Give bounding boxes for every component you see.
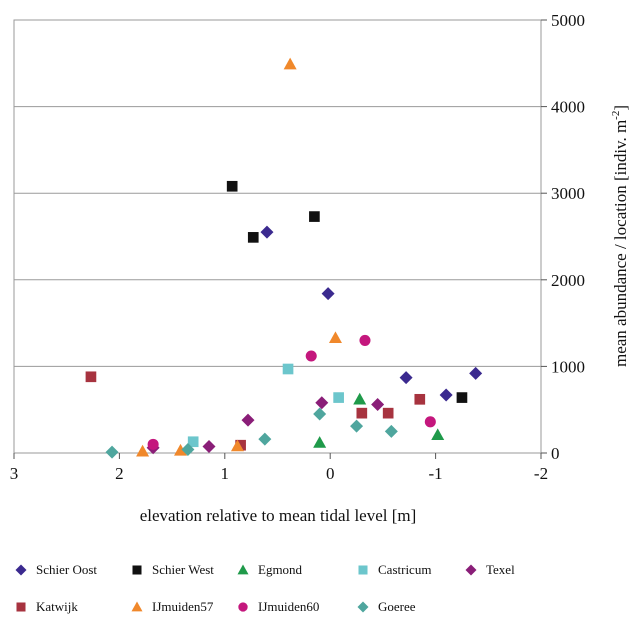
legend-swatch-schier-west [132, 565, 142, 575]
legend-marker-ijmuiden57 [131, 601, 143, 612]
data-point-texel [315, 396, 329, 410]
legend-item-castricum: Castricum [356, 560, 431, 580]
data-point-katwijk [85, 371, 97, 383]
legend-marker-schier-west [132, 565, 142, 575]
legend-item-katwijk: Katwijk [14, 597, 78, 617]
y-tick-label: 5000 [551, 11, 585, 30]
legend-swatch-katwijk [16, 602, 26, 612]
data-point-ijmuiden57 [230, 439, 244, 452]
legend-label: IJmuiden57 [152, 599, 214, 614]
legend-row-1: Schier Oost Schier West Egmond Castricum Tex… [14, 560, 614, 580]
data-point-goeree [181, 443, 195, 457]
legend-label: Goeree [378, 599, 416, 614]
x-tick-label: -1 [429, 464, 443, 483]
y-tick-label: 4000 [551, 98, 585, 117]
data-point-schier-oost [469, 366, 483, 380]
data-point-schier-oost [260, 225, 274, 239]
data-point-texel [202, 440, 216, 454]
x-tick-label: 0 [326, 464, 335, 483]
legend-marker-castricum [358, 565, 368, 575]
x-tick-label: 1 [221, 464, 230, 483]
legend-row-2: Katwijk IJmuiden57 IJmuiden60 Goeree [14, 597, 614, 617]
legend-swatch-castricum [358, 565, 368, 575]
legend-item-goeree: Goeree [356, 597, 416, 617]
legend-marker-goeree [357, 601, 369, 613]
y-tick-label: 3000 [551, 184, 585, 203]
data-point-ijmuiden57 [174, 443, 188, 456]
data-point-ijmuiden57 [136, 444, 150, 457]
data-point-schier-west [456, 392, 468, 403]
data-point-katwijk [382, 407, 394, 419]
legend-item-ijmuiden60: IJmuiden60 [236, 597, 319, 617]
legend-item-texel: Texel [464, 560, 515, 580]
data-point-ijmuiden60 [305, 350, 317, 362]
gridlines [14, 106, 541, 367]
data-point-schier-oost [439, 388, 453, 402]
data-point-ijmuiden60 [359, 334, 371, 346]
data-point-ijmuiden57 [283, 57, 297, 70]
data-point-castricum [187, 436, 199, 448]
data-point-schier-west [226, 180, 238, 192]
data-point-goeree [258, 432, 272, 446]
legend-swatch-ijmuiden57 [131, 601, 143, 612]
legend-marker-egmond [237, 564, 249, 575]
data-point-goeree [105, 445, 119, 459]
x-tick-label: 3 [10, 464, 19, 483]
legend-marker-katwijk [16, 602, 26, 612]
data-point-goeree [350, 419, 364, 433]
data-point-egmond [353, 392, 367, 405]
legend-swatch-egmond [237, 564, 249, 575]
legend-swatch-goeree [357, 601, 369, 613]
y-axis-title-superscript: -2 [610, 111, 622, 120]
plot-area-frame [13, 19, 542, 454]
x-tick-label: -2 [534, 464, 548, 483]
legend-label: Schier Oost [36, 562, 98, 577]
data-point-goeree [384, 424, 398, 438]
legend-marker-texel [465, 564, 477, 576]
data-point-schier-oost [321, 287, 335, 301]
data-point-goeree [313, 407, 327, 421]
data-point-ijmuiden60 [424, 416, 436, 428]
data-point-katwijk [356, 407, 368, 419]
legend-item-schier-oost: Schier Oost [14, 560, 97, 580]
legend-marker-schier-oost [15, 564, 27, 576]
x-tick-label: 2 [115, 464, 124, 483]
data-points [85, 57, 483, 459]
legend-label: Egmond [258, 562, 303, 577]
data-point-ijmuiden60 [147, 438, 159, 450]
legend-swatch-ijmuiden60 [238, 602, 248, 612]
legend-label: Texel [486, 562, 515, 577]
legend-item-egmond: Egmond [236, 560, 302, 580]
legend-marker-ijmuiden60 [238, 602, 248, 612]
data-point-schier-oost [399, 371, 413, 385]
data-point-schier-west [309, 211, 320, 222]
data-point-schier-west [247, 232, 259, 243]
y-tick-label: 1000 [551, 357, 585, 376]
data-point-katwijk [235, 439, 246, 451]
legend-swatch-schier-oost [15, 564, 27, 576]
y-axis-title: mean abundance / location [indiv. m-2] [610, 105, 630, 367]
legend-label: Castricum [378, 562, 432, 577]
legend-label: IJmuiden60 [258, 599, 320, 614]
y-axis-title-main: mean abundance / location [indiv. m [611, 120, 630, 367]
legend-label: Schier West [152, 562, 214, 577]
data-point-castricum [333, 392, 344, 403]
data-point-texel [241, 413, 255, 427]
y-tick-label: 0 [551, 444, 560, 463]
data-point-texel [371, 398, 385, 412]
legend-item-schier-west: Schier West [130, 560, 214, 580]
y-tick-label: 2000 [551, 271, 585, 290]
y-axis-title-end: ] [611, 105, 630, 111]
data-point-katwijk [414, 393, 426, 405]
legend-label: Katwijk [36, 599, 78, 614]
data-point-ijmuiden57 [328, 331, 342, 344]
data-point-egmond [431, 428, 445, 441]
x-axis-title: elevation relative to mean tidal level [… [140, 506, 417, 525]
legend-item-ijmuiden57: IJmuiden57 [130, 597, 213, 617]
data-point-egmond [313, 436, 327, 448]
data-point-castricum [282, 363, 294, 375]
legend-swatch-texel [465, 564, 477, 576]
axis-ticks: 0 1000 2000 3000 4000 5000 3 2 1 0 -1 -2 [10, 11, 585, 483]
